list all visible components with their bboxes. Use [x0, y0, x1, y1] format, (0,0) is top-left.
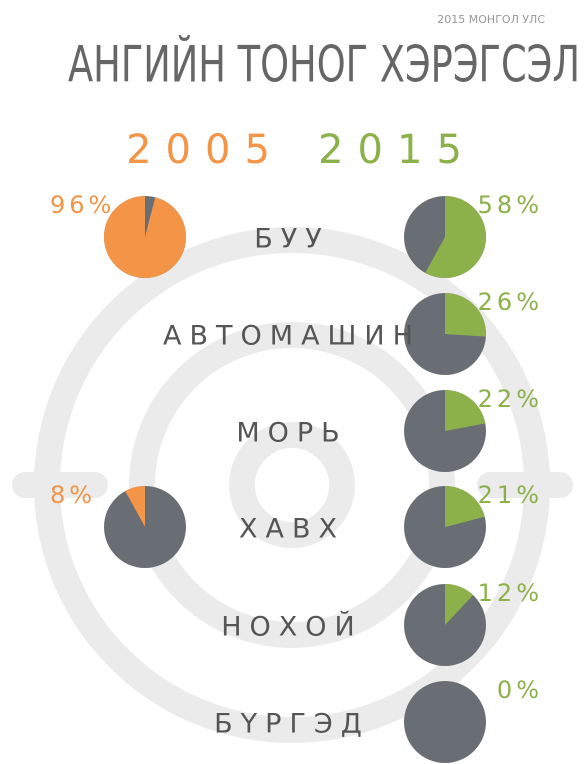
pie-slice — [103, 196, 186, 278]
subtitle: 2015 МОНГОЛ УЛС — [437, 13, 545, 26]
pie-slice — [445, 390, 486, 431]
legend-year: 2015 — [318, 127, 476, 173]
value-label: 8% — [50, 481, 96, 509]
value-label: 26% — [478, 288, 543, 316]
ring — [229, 422, 355, 548]
value-label: 0% — [497, 676, 543, 704]
ring — [129, 322, 455, 648]
pie-slice — [445, 293, 486, 337]
category-label: НОХОЙ — [221, 611, 363, 643]
value-label: 22% — [478, 385, 543, 413]
value-label: 58% — [478, 191, 543, 219]
legend-year: 2005 — [126, 127, 284, 173]
pie-base — [404, 681, 486, 763]
category-label: ХАВХ — [239, 514, 345, 545]
target-background — [12, 227, 573, 743]
category-label: БҮРГЭД — [214, 709, 370, 740]
value-label: 21% — [478, 481, 543, 509]
title: АНГИЙН ТОНОГ ХЭРЭГСЭЛ — [68, 35, 580, 94]
pie-slice — [445, 584, 474, 625]
category-label: МОРЬ — [236, 418, 347, 449]
pie-slice — [445, 486, 485, 527]
pie-slice — [125, 486, 145, 527]
value-label: 96% — [50, 191, 115, 219]
category-label: БУУ — [254, 224, 329, 255]
pie-slice — [425, 196, 486, 278]
value-label: 12% — [478, 579, 543, 607]
category-label: АВТОМАШИН — [163, 321, 421, 352]
